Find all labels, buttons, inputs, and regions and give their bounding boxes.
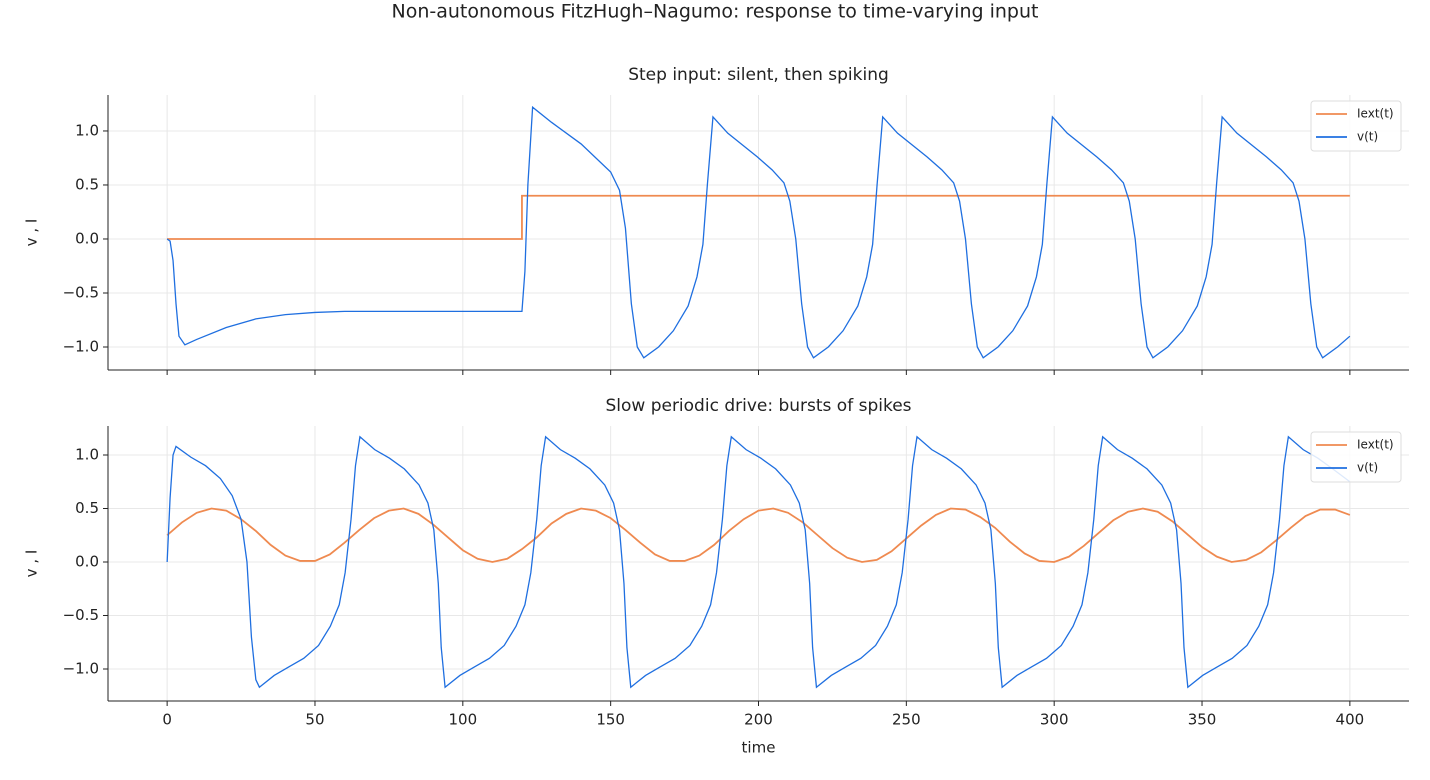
series-line [167, 194, 1350, 240]
legend-label: Iext(t) [1357, 107, 1394, 121]
x-tick-label: 350 [1188, 711, 1217, 729]
y-tick-label: −0.5 [63, 283, 99, 301]
series-line [166, 507, 1351, 563]
panel-title: Slow periodic drive: bursts of spikes [605, 396, 911, 416]
y-axis-label: v , I [23, 219, 41, 247]
figure-title: Non-autonomous FitzHugh–Nagumo: response… [392, 1, 1039, 23]
y-tick-label: 0.0 [75, 229, 99, 247]
y-tick-label: 1.0 [75, 121, 99, 139]
x-tick-label: 400 [1336, 711, 1365, 729]
x-axis-label: time [742, 739, 776, 757]
x-tick-label: 100 [448, 711, 477, 729]
x-tick-label: 200 [744, 711, 773, 729]
y-tick-label: −1.0 [63, 337, 99, 355]
y-tick-label: 0.5 [75, 499, 99, 517]
x-tick-label: 150 [596, 711, 625, 729]
y-tick-label: 1.0 [75, 445, 99, 463]
series-line [166, 105, 1351, 359]
x-tick-label: 300 [1040, 711, 1069, 729]
x-tick-label: 250 [892, 711, 921, 729]
y-tick-label: −0.5 [63, 606, 99, 624]
x-tick-label: 0 [162, 711, 172, 729]
y-tick-label: −1.0 [63, 660, 99, 678]
y-tick-label: 0.0 [75, 553, 99, 571]
legend-label: Iext(t) [1357, 438, 1394, 452]
y-axis-label: v , I [23, 550, 41, 578]
legend-label: v(t) [1357, 130, 1378, 144]
series-line [166, 435, 1351, 689]
panel-title: Step input: silent, then spiking [628, 65, 889, 85]
y-tick-label: 0.5 [75, 175, 99, 193]
x-tick-label: 50 [305, 711, 324, 729]
legend-label: v(t) [1357, 461, 1378, 475]
